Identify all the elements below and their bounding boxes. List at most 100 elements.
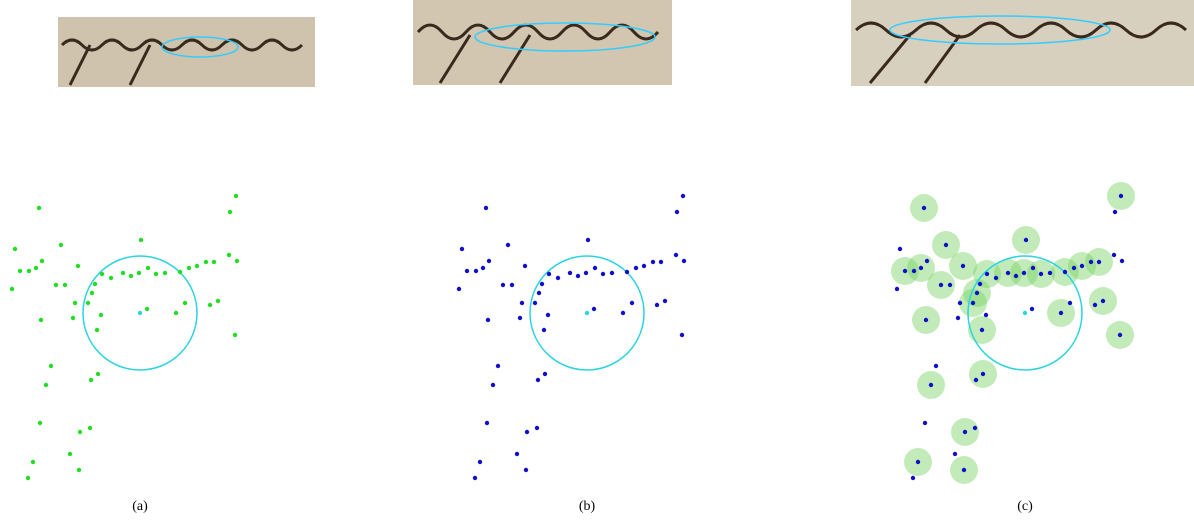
center-point bbox=[1023, 311, 1027, 315]
point bbox=[540, 282, 544, 286]
point bbox=[630, 301, 634, 305]
point bbox=[1030, 307, 1034, 311]
point bbox=[99, 313, 103, 317]
point bbox=[1113, 210, 1117, 214]
point bbox=[13, 247, 17, 251]
point bbox=[895, 287, 899, 291]
point bbox=[95, 328, 99, 332]
point bbox=[592, 307, 596, 311]
point bbox=[903, 269, 907, 273]
point bbox=[651, 260, 655, 264]
point bbox=[524, 468, 528, 472]
point bbox=[663, 299, 667, 303]
point bbox=[76, 264, 80, 268]
panel-label: (a) bbox=[132, 499, 148, 514]
point bbox=[634, 266, 638, 270]
point bbox=[642, 264, 646, 268]
point bbox=[460, 247, 464, 251]
point bbox=[939, 283, 943, 287]
point bbox=[543, 372, 547, 376]
point bbox=[963, 430, 967, 434]
point bbox=[34, 266, 38, 270]
point bbox=[73, 301, 77, 305]
image-a bbox=[58, 17, 315, 87]
point bbox=[1068, 301, 1072, 305]
point bbox=[1072, 266, 1076, 270]
point bbox=[90, 291, 94, 295]
point bbox=[1014, 274, 1018, 278]
point bbox=[71, 316, 75, 320]
point bbox=[63, 283, 67, 287]
point bbox=[586, 238, 590, 242]
point bbox=[109, 276, 113, 280]
point bbox=[535, 426, 539, 430]
center-point bbox=[585, 311, 589, 315]
point bbox=[675, 210, 679, 214]
point bbox=[537, 291, 541, 295]
point bbox=[962, 468, 966, 472]
point bbox=[919, 266, 923, 270]
point bbox=[457, 287, 461, 291]
image-b bbox=[413, 0, 672, 85]
point bbox=[934, 364, 938, 368]
point bbox=[1006, 271, 1010, 275]
point bbox=[10, 287, 14, 291]
point bbox=[681, 194, 685, 198]
point bbox=[37, 206, 41, 210]
point bbox=[96, 372, 100, 376]
point bbox=[971, 301, 975, 305]
point bbox=[978, 282, 982, 286]
point bbox=[610, 271, 614, 275]
point bbox=[484, 206, 488, 210]
point bbox=[547, 272, 551, 276]
point bbox=[980, 328, 984, 332]
point bbox=[659, 260, 663, 264]
point bbox=[1097, 260, 1101, 264]
point bbox=[956, 316, 960, 320]
point bbox=[146, 266, 150, 270]
handwriting-images bbox=[58, 0, 1194, 87]
figure: (a) (b) (c) bbox=[0, 0, 1194, 523]
point bbox=[1089, 260, 1093, 264]
point bbox=[1059, 311, 1063, 315]
point bbox=[487, 259, 491, 263]
point bbox=[1118, 333, 1122, 337]
point bbox=[49, 364, 53, 368]
point bbox=[682, 259, 686, 263]
point bbox=[228, 210, 232, 214]
point bbox=[994, 276, 998, 280]
point bbox=[183, 301, 187, 305]
point bbox=[533, 301, 537, 305]
point bbox=[216, 299, 220, 303]
point bbox=[44, 383, 48, 387]
point bbox=[26, 476, 30, 480]
point bbox=[486, 318, 490, 322]
point bbox=[478, 460, 482, 464]
point bbox=[145, 307, 149, 311]
point bbox=[89, 378, 93, 382]
point bbox=[31, 460, 35, 464]
point bbox=[235, 259, 239, 263]
point bbox=[485, 421, 489, 425]
point bbox=[948, 283, 952, 287]
point bbox=[593, 266, 597, 270]
point bbox=[518, 316, 522, 320]
point bbox=[227, 253, 231, 257]
point bbox=[481, 266, 485, 270]
point bbox=[655, 303, 659, 307]
point bbox=[86, 301, 90, 305]
point bbox=[985, 272, 989, 276]
point bbox=[39, 318, 43, 322]
point bbox=[473, 476, 477, 480]
point bbox=[924, 318, 928, 322]
point bbox=[1101, 299, 1105, 303]
point bbox=[187, 266, 191, 270]
point bbox=[506, 243, 510, 247]
point bbox=[923, 421, 927, 425]
point bbox=[163, 271, 167, 275]
point bbox=[621, 311, 625, 315]
point bbox=[625, 270, 629, 274]
point bbox=[916, 460, 920, 464]
point bbox=[40, 259, 44, 263]
point bbox=[1112, 253, 1116, 257]
